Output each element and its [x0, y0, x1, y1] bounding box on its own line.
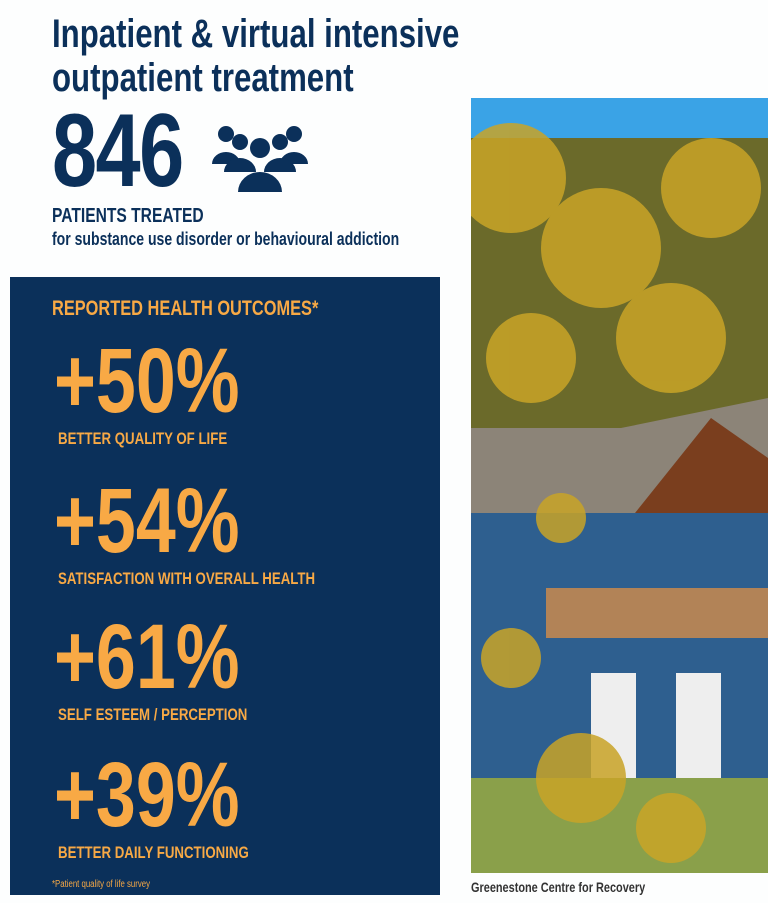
outcome-stat: +54% SATISFACTION WITH OVERALL HEALTH: [54, 470, 388, 589]
outcome-label: BETTER DAILY FUNCTIONING: [58, 843, 249, 862]
patients-sublabel: for substance use disorder or behavioura…: [52, 229, 400, 249]
outcome-stat: +61% SELF ESTEEM / PERCEPTION: [54, 606, 301, 725]
outcome-value: +61%: [54, 606, 240, 708]
outcome-label: BETTER QUALITY OF LIFE: [58, 429, 228, 448]
outcome-value: +50%: [54, 330, 240, 432]
outcomes-heading: REPORTED HEALTH OUTCOMES*: [52, 297, 319, 320]
patients-label: PATIENTS TREATED: [52, 205, 204, 227]
outcome-value: +39%: [54, 744, 240, 846]
outcome-value: +54%: [54, 470, 240, 572]
outcome-stat: +50% BETTER QUALITY OF LIFE: [54, 330, 292, 449]
title-line-1: Inpatient & virtual intensive: [52, 12, 460, 56]
facility-photo: [471, 98, 768, 873]
patients-count: 846: [52, 93, 184, 209]
footnote: *Patient quality of life survey: [52, 879, 150, 890]
outcomes-panel: REPORTED HEALTH OUTCOMES* +50% BETTER QUA…: [10, 277, 440, 895]
outcome-label: SELF ESTEEM / PERCEPTION: [58, 705, 248, 724]
outcome-stat: +39% BETTER DAILY FUNCTIONING: [54, 744, 303, 863]
page-title: Inpatient & virtual intensive outpatient…: [52, 12, 574, 100]
title-line-2: outpatient treatment: [52, 56, 354, 100]
group-of-people-icon: [212, 126, 308, 192]
outcome-label: SATISFACTION WITH OVERALL HEALTH: [58, 569, 316, 588]
photo-caption: Greenestone Centre for Recovery: [471, 879, 646, 895]
